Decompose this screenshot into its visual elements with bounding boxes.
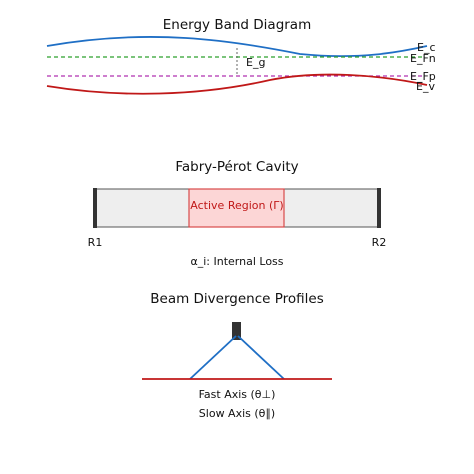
internal-loss-label: α_i: Internal Loss <box>190 255 283 268</box>
cavity-panel: Fabry-Pérot Cavity Active Region (Γ) R1 … <box>88 159 387 268</box>
mirror-left <box>93 188 97 228</box>
active-region-outline <box>188 188 285 228</box>
active-region-label: Active Region (Γ) <box>190 199 283 212</box>
mirror-right <box>377 188 381 228</box>
conduction-band-curve <box>46 36 428 58</box>
beam-title: Beam Divergence Profiles <box>150 291 324 307</box>
mirror-left-label: R1 <box>88 236 103 249</box>
band-diagram-title: Energy Band Diagram <box>163 17 311 33</box>
fermi-p-label: E_Fp <box>410 70 436 83</box>
band-diagram-panel: Energy Band Diagram E_g E_c E_Fn E_Fp E_… <box>46 17 436 95</box>
conduction-band-label: E_c <box>417 41 436 54</box>
fast-axis-label: Fast Axis (θ⊥) <box>199 388 276 401</box>
valence-band-label: E_v <box>416 80 435 93</box>
slow-axis-label: Slow Axis (θ∥) <box>199 407 275 420</box>
fast-axis-right-edge <box>237 335 285 380</box>
laser-emitter <box>232 322 241 340</box>
fermi-n-label: E_Fn <box>410 52 436 65</box>
mirror-right-label: R2 <box>372 236 387 249</box>
active-region <box>189 189 284 227</box>
valence-band-curve <box>46 73 428 95</box>
band-gap-label: E_g <box>246 56 265 69</box>
cavity-title: Fabry-Pérot Cavity <box>175 159 298 175</box>
beam-panel: Beam Divergence Profiles Fast Axis (θ⊥) … <box>142 291 332 420</box>
fast-axis-left-edge <box>189 335 237 380</box>
